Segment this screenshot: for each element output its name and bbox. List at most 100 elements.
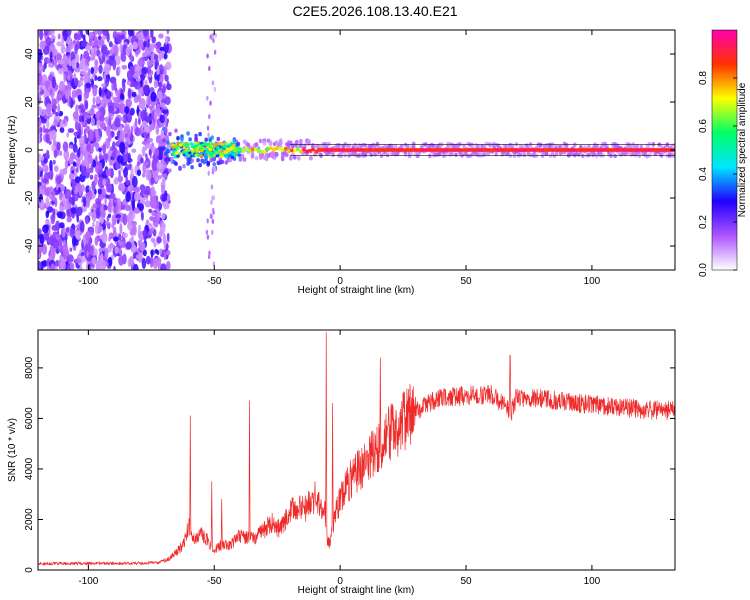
heatmap-noise-cell bbox=[94, 188, 97, 195]
heatmap-noise-cell bbox=[59, 80, 65, 92]
heatmap-noise-cell bbox=[44, 115, 50, 120]
heatmap-noise-cell bbox=[76, 157, 81, 168]
heatmap-noise-cell bbox=[118, 241, 123, 247]
heatmap-noise-cell bbox=[68, 196, 76, 204]
heatmap-noise-cell bbox=[132, 252, 136, 260]
heatmap-noise-cell bbox=[107, 213, 112, 218]
heatmap-noise-cell bbox=[60, 43, 66, 54]
heatmap-signal-cell bbox=[492, 148, 496, 152]
heatmap-noise-cell bbox=[152, 229, 157, 237]
heatmap-halo-cell bbox=[647, 141, 652, 147]
heatmap-noise-cell bbox=[48, 62, 54, 68]
heatmap-noise-cell bbox=[42, 224, 49, 234]
heatmap-noise-cell bbox=[71, 89, 77, 98]
heatmap-noise-cell bbox=[145, 116, 153, 122]
colorbar-label: Normalized spectral amplitude bbox=[737, 82, 748, 217]
heatmap-halo-cell bbox=[264, 156, 269, 162]
heatmap-signal-cell bbox=[308, 149, 312, 153]
heatmap-noise-cell bbox=[115, 214, 121, 219]
heatmap-noise-cell bbox=[108, 105, 115, 114]
heatmap-noise-cell bbox=[93, 40, 98, 48]
heatmap-noise-cell bbox=[213, 49, 217, 55]
heatmap-signal-cell bbox=[501, 148, 506, 152]
heatmap-noise-cell bbox=[91, 256, 97, 265]
heatmap-signal-cell bbox=[474, 148, 478, 152]
heatmap-noise-cell bbox=[85, 216, 89, 225]
x-tick-label: 0 bbox=[337, 276, 343, 287]
heatmap-noise-cell bbox=[111, 151, 118, 158]
heatmap-signal-cell bbox=[248, 148, 252, 153]
heatmap-signal-cell bbox=[634, 148, 638, 152]
heatmap-halo-cell bbox=[544, 151, 549, 156]
snr-y-axis-label: SNR (10 * v/v) bbox=[7, 418, 18, 482]
heatmap-noise-cell bbox=[142, 249, 147, 257]
heatmap-noise-cell bbox=[95, 128, 99, 140]
heatmap-noise-cell bbox=[95, 96, 101, 105]
heatmap-halo-cell bbox=[198, 162, 202, 168]
heatmap-noise-cell bbox=[213, 167, 216, 173]
heatmap-noise-cell bbox=[166, 232, 170, 242]
heatmap-noise-cell bbox=[75, 229, 81, 240]
heatmap-noise-cell bbox=[70, 262, 75, 270]
heatmap-halo-cell bbox=[613, 153, 617, 159]
heatmap-signal-cell bbox=[232, 148, 237, 153]
heatmap-noise-cell bbox=[107, 203, 112, 213]
heatmap-signal-cell bbox=[241, 149, 246, 153]
heatmap-noise-cell bbox=[164, 96, 171, 106]
x-tick-label: 100 bbox=[584, 276, 601, 287]
heatmap-noise-cell bbox=[144, 125, 150, 134]
heatmap-noise-cell bbox=[116, 34, 122, 45]
x-tick-label: 50 bbox=[460, 276, 472, 287]
heatmap-signal-cell bbox=[296, 147, 300, 151]
heatmap-noise-cell bbox=[46, 103, 52, 114]
heatmap-signal-cell bbox=[408, 148, 412, 152]
heatmap-signal-cell bbox=[332, 148, 336, 152]
heatmap-signal-cell bbox=[637, 148, 641, 152]
heatmap-signal-cell bbox=[380, 148, 385, 152]
heatmap-noise-cell bbox=[119, 141, 126, 154]
heatmap-noise-cell bbox=[159, 248, 162, 256]
heatmap-noise-cell bbox=[139, 241, 146, 252]
heatmap-noise-cell bbox=[88, 212, 93, 217]
heatmap-noise-cell bbox=[153, 79, 159, 89]
heatmap-noise-cell bbox=[55, 111, 59, 117]
x-tick-label: -50 bbox=[207, 276, 222, 287]
heatmap-signal-cell bbox=[200, 143, 204, 147]
heatmap-signal-cell bbox=[519, 148, 524, 152]
heatmap-signal-cell bbox=[335, 148, 339, 152]
heatmap-noise-cell bbox=[49, 194, 54, 200]
heatmap-signal-cell bbox=[230, 155, 235, 159]
x-tick-label: 50 bbox=[460, 576, 472, 587]
heatmap-signal-cell bbox=[275, 146, 279, 151]
heatmap-noise-cell bbox=[39, 40, 46, 50]
colorbar-tick-label: 0.4 bbox=[698, 167, 709, 181]
heatmap-signal-cell bbox=[269, 146, 273, 150]
spectrogram-heatmap bbox=[38, 30, 675, 270]
heatmap-noise-cell bbox=[161, 212, 166, 220]
heatmap-noise-cell bbox=[41, 89, 44, 95]
heatmap-noise-cell bbox=[211, 80, 215, 86]
heatmap-signal-cell bbox=[218, 141, 222, 146]
heatmap-signal-cell bbox=[447, 148, 451, 152]
heatmap-signal-cell bbox=[203, 142, 208, 147]
heatmap-noise-cell bbox=[159, 73, 164, 84]
heatmap-signal-cell bbox=[208, 152, 213, 157]
heatmap-signal-cell bbox=[189, 142, 194, 146]
heatmap-noise-cell bbox=[107, 256, 113, 267]
heatmap-noise-cell bbox=[38, 48, 42, 61]
heatmap-signal-cell bbox=[592, 148, 596, 152]
heatmap-noise-cell bbox=[97, 30, 103, 36]
heatmap-signal-cell bbox=[483, 148, 487, 152]
heatmap-noise-cell bbox=[126, 80, 132, 86]
heatmap-noise-cell bbox=[84, 134, 88, 145]
heatmap-signal-cell bbox=[643, 148, 648, 152]
heatmap-noise-cell bbox=[89, 174, 94, 180]
heatmap-signal-cell bbox=[257, 148, 261, 153]
heatmap-noise-cell bbox=[49, 43, 56, 54]
heatmap-noise-cell bbox=[121, 65, 128, 70]
heatmap-noise-cell bbox=[156, 236, 162, 244]
heatmap-signal-cell bbox=[414, 148, 418, 152]
heatmap-noise-cell bbox=[156, 97, 160, 106]
heatmap-noise-cell bbox=[66, 132, 70, 138]
heatmap-halo-cell bbox=[289, 156, 293, 161]
